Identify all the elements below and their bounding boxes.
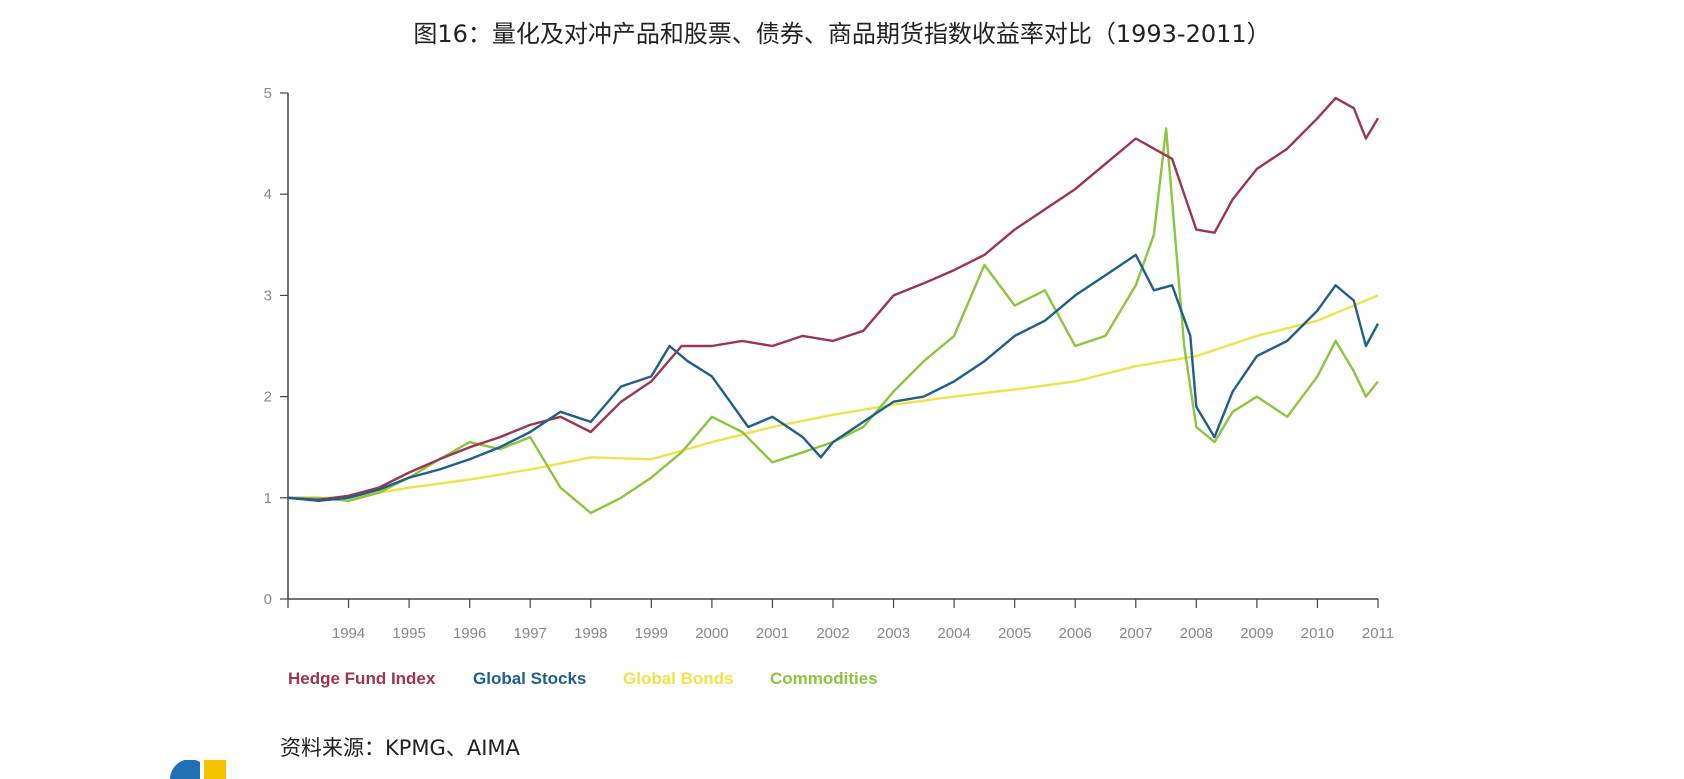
series-line-global-stocks xyxy=(287,253,1380,502)
x-tick-label: 2005 xyxy=(998,625,1031,642)
x-tick-label: 2008 xyxy=(1180,625,1213,642)
x-tick-label: 2004 xyxy=(937,625,970,642)
x-tick-label: 2003 xyxy=(877,625,910,642)
y-tick-label: 2 xyxy=(264,389,272,406)
x-tick-label: 1995 xyxy=(392,625,425,642)
x-tick-label: 2002 xyxy=(816,625,849,642)
series-line-hedge-fund-index xyxy=(287,96,1380,501)
chart-title: 图16：量化及对冲产品和股票、债券、商品期货指数收益率对比（1993-2011） xyxy=(413,20,1271,48)
x-tick-label: 2006 xyxy=(1059,625,1092,642)
source-note: 资料来源：KPMG、AIMA xyxy=(280,736,520,760)
series-line-global-bonds xyxy=(288,294,1379,499)
x-tick-label: 2000 xyxy=(695,625,728,642)
series-layer xyxy=(287,96,1380,515)
axes: 0 1 2 3 4 5 1994 1995 1996 1997 1998 1999 2000 2001 20… xyxy=(264,85,1394,642)
y-tick-label: 4 xyxy=(264,186,272,203)
y-tick-label: 0 xyxy=(264,591,272,608)
y-tick-label: 3 xyxy=(264,287,272,304)
x-tick-label: 2009 xyxy=(1240,625,1273,642)
legend-entry: Commodities xyxy=(770,669,878,688)
x-tick-label: 1999 xyxy=(635,625,668,642)
x-tick-label: 2011 xyxy=(1362,625,1394,642)
legend: Hedge Fund Index Global Stocks Global Bond… xyxy=(288,669,878,688)
x-tick-label: 1997 xyxy=(514,625,547,642)
y-tick-label: 5 xyxy=(264,85,272,102)
legend-entry: Global Bonds xyxy=(623,669,734,688)
y-tick-label: 1 xyxy=(264,490,272,507)
x-tick-label: 2001 xyxy=(756,625,789,642)
legend-entry: Hedge Fund Index xyxy=(288,669,436,688)
x-tick-label: 2007 xyxy=(1119,625,1152,642)
x-tick-label: 1996 xyxy=(453,625,486,642)
x-tick-label: 1998 xyxy=(574,625,607,642)
legend-entry: Global Stocks xyxy=(473,669,586,688)
logo-icon xyxy=(170,760,226,779)
x-tick-label: 1994 xyxy=(332,625,365,642)
x-tick-label: 2010 xyxy=(1301,625,1334,642)
